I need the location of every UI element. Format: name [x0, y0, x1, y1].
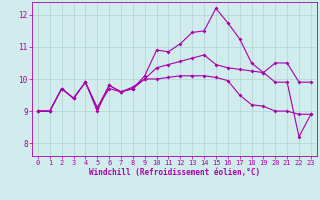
X-axis label: Windchill (Refroidissement éolien,°C): Windchill (Refroidissement éolien,°C) [89, 168, 260, 177]
